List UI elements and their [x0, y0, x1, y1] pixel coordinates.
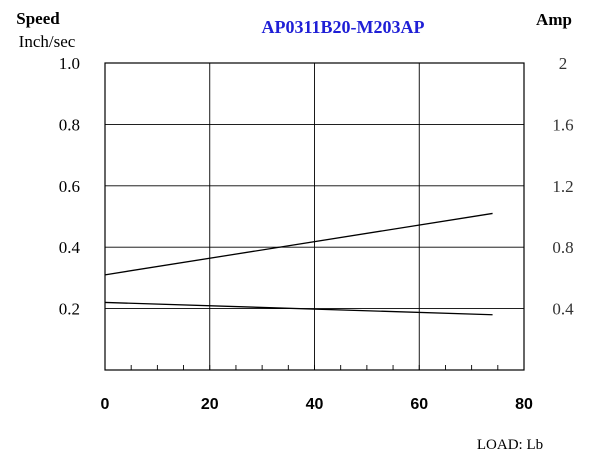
left-tick-labels: 0.2 0.4 0.6 0.8 1.0: [59, 54, 81, 319]
left-tick-label: 0.2: [59, 300, 80, 319]
x-tick-labels: 0 20 40 60 80: [101, 396, 533, 413]
x-tick-label: 0: [101, 396, 110, 413]
minor-ticks: [104, 365, 525, 370]
x-tick-label: 60: [410, 396, 428, 413]
grid: [104, 62, 525, 370]
right-tick-label: 2: [559, 54, 568, 73]
right-tick-label: 1.2: [552, 177, 573, 196]
x-tick-label: 80: [515, 396, 533, 413]
x-axis-label: LOAD: Lb: [477, 437, 543, 453]
series-line-1: [104, 212, 493, 276]
left-tick-label: 0.4: [59, 238, 81, 257]
left-tick-label: 0.8: [59, 115, 80, 134]
left-tick-label: 1.0: [59, 54, 80, 73]
series-layer: [104, 212, 493, 316]
left-tick-label: 0.6: [59, 177, 80, 196]
x-tick-label: 20: [201, 396, 219, 413]
right-tick-label: 1.6: [552, 115, 573, 134]
series-line-2: [104, 301, 493, 316]
left-axis-label: Speed: [16, 9, 60, 28]
left-axis-unit: Inch/sec: [19, 32, 76, 51]
x-tick-label: 40: [306, 396, 324, 413]
right-axis-label: Amp: [536, 10, 572, 29]
chart-title: AP0311B20-M203AP: [262, 17, 425, 37]
right-tick-label: 0.4: [552, 300, 574, 319]
right-tick-labels: 0.4 0.8 1.2 1.6 2: [552, 54, 574, 319]
right-tick-label: 0.8: [552, 238, 573, 257]
